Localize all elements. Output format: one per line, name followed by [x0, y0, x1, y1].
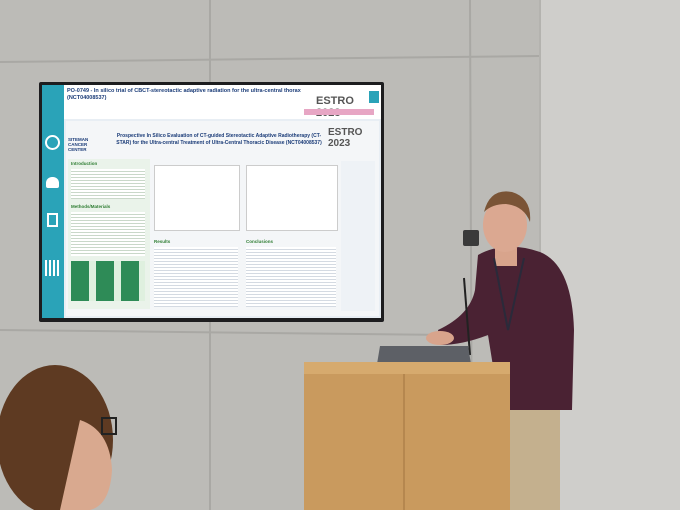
text-block: [71, 169, 145, 199]
poster: SITEMAN CANCER CENTER Prospective In Sil…: [66, 121, 379, 316]
poster-logo: SITEMAN CANCER CENTER: [68, 137, 89, 152]
speaker-head: [483, 198, 527, 252]
audience-face: [60, 420, 112, 510]
panel-seam: [0, 55, 541, 63]
poster-title: Prospective In Silico Evaluation of CT-g…: [116, 133, 322, 146]
section-heading: Methods/Materials: [71, 204, 111, 209]
speaker-hand: [426, 331, 454, 345]
tv-display: PO-0749 - In silico trial of CBCT-stereo…: [42, 85, 381, 318]
plot-figure: [154, 165, 240, 231]
header-accent: [369, 91, 379, 103]
table-figure: [71, 261, 145, 301]
wall-switch: [463, 230, 479, 246]
nav-icon[interactable]: [45, 135, 60, 150]
speaker-hair: [484, 191, 531, 222]
podium: [304, 362, 510, 510]
header-band: [304, 109, 374, 115]
speaker-trousers: [508, 400, 560, 510]
header: PO-0749 - In silico trial of CBCT-stereo…: [64, 85, 381, 119]
audience-glasses: [101, 417, 117, 435]
microphone: [463, 277, 471, 356]
section-heading: Introduction: [71, 161, 98, 166]
speaker-neck: [495, 248, 517, 266]
podium-top: [304, 362, 510, 374]
speaker-shirt: [438, 246, 574, 410]
sidebar: [42, 85, 64, 318]
wall-right: [540, 0, 680, 510]
section-heading: Conclusions: [246, 239, 274, 244]
favorite-icon[interactable]: [46, 177, 59, 188]
text-block: [246, 247, 336, 307]
notes-icon[interactable]: [47, 213, 58, 227]
lanyard: [493, 257, 525, 331]
poster-margin: [341, 161, 375, 311]
text-block: [154, 247, 238, 307]
header-title: PO-0749 - In silico trial of CBCT-stereo…: [67, 88, 301, 101]
text-block: [71, 212, 145, 256]
poster-conference: ESTRO 2023: [328, 127, 363, 149]
qr-code[interactable]: [45, 260, 61, 276]
tv: PO-0749 - In silico trial of CBCT-stereo…: [39, 82, 384, 322]
poster-column: Introduction Methods/Materials: [68, 159, 150, 309]
section-heading: Results: [154, 239, 171, 244]
plot-figure: [246, 165, 338, 231]
